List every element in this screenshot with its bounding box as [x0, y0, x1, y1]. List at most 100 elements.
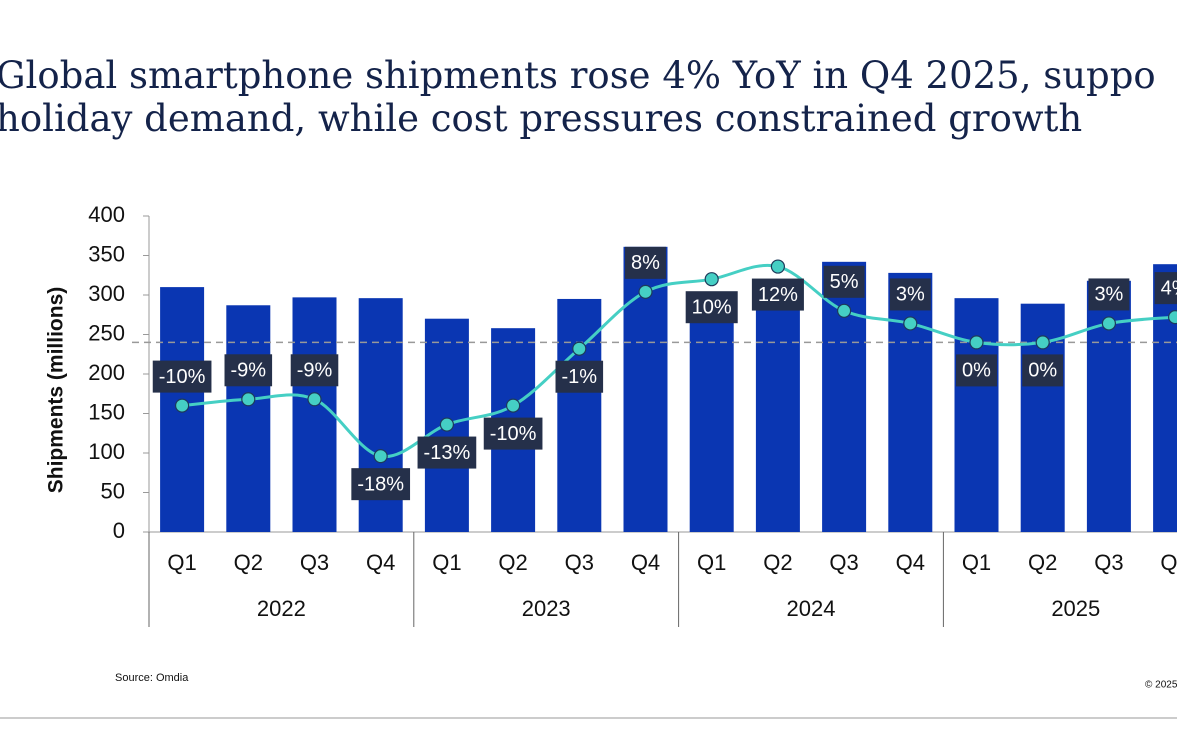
- group-label: 2022: [257, 596, 306, 621]
- growth-point: [439, 417, 454, 432]
- chart-title: holiday demand, while cost pressures con…: [0, 97, 1082, 140]
- group-label: 2024: [787, 596, 836, 621]
- data-label-text: -13%: [424, 442, 471, 464]
- data-label: 12%: [751, 278, 804, 311]
- data-label-text: -18%: [357, 473, 404, 495]
- data-label-box: [956, 354, 997, 387]
- data-label-box: [751, 278, 804, 311]
- growth-point: [572, 341, 587, 356]
- x-tick-label: Q1: [697, 550, 726, 575]
- data-label: 0%: [956, 354, 997, 387]
- data-label-box: [625, 246, 666, 279]
- y-tick-label: 250: [88, 320, 125, 345]
- growth-point: [505, 398, 521, 413]
- bar: [292, 297, 337, 532]
- x-tick-label: Q2: [498, 550, 527, 575]
- growth-point: [704, 272, 719, 287]
- x-tick-label: Q4: [1160, 550, 1177, 575]
- data-label-box: [483, 417, 543, 450]
- y-tick-label: 0: [113, 518, 125, 543]
- x-tick-label: Q1: [962, 550, 991, 575]
- data-label: 3%: [889, 278, 931, 311]
- data-label: -10%: [483, 417, 543, 450]
- data-label-box: [152, 360, 212, 393]
- growth-point: [373, 449, 388, 464]
- growth-point: [175, 398, 190, 413]
- data-label-box: [555, 360, 604, 393]
- data-label-text: -9%: [231, 360, 267, 382]
- x-tick-label: Q2: [1028, 550, 1057, 575]
- data-label: -13%: [417, 436, 477, 469]
- data-label-box: [290, 354, 339, 387]
- x-tick-label: Q1: [432, 550, 461, 575]
- x-tick-label: Q3: [565, 550, 594, 575]
- growth-point: [770, 259, 786, 274]
- data-label: -18%: [351, 468, 411, 501]
- y-tick-label: 150: [88, 399, 125, 424]
- data-label-box: [823, 265, 865, 298]
- growth-point: [969, 335, 984, 350]
- data-label-box: [1154, 272, 1177, 305]
- data-label-text: 12%: [758, 284, 798, 306]
- data-label: 4%: [1154, 272, 1177, 305]
- data-label: 10%: [685, 291, 738, 324]
- x-tick-label: Q3: [300, 550, 329, 575]
- y-tick-label: 50: [101, 478, 125, 503]
- data-label-text: -1%: [562, 366, 598, 388]
- x-tick-label: Q3: [829, 550, 858, 575]
- data-label-text: 5%: [830, 271, 859, 293]
- bar: [888, 272, 933, 532]
- growth-point: [836, 303, 852, 318]
- data-label-box: [351, 468, 411, 501]
- data-label-box: [889, 278, 931, 311]
- bar: [557, 298, 602, 532]
- x-tick-label: Q4: [896, 550, 925, 575]
- data-label-text: 10%: [692, 296, 732, 318]
- y-tick-label: 300: [88, 281, 125, 306]
- data-label: -1%: [555, 360, 604, 393]
- growth-point: [1035, 335, 1050, 350]
- growth-point: [307, 392, 322, 407]
- y-tick-label: 350: [88, 241, 125, 266]
- growth-point: [903, 316, 918, 331]
- x-tick-label: Q3: [1094, 550, 1123, 575]
- data-label-text: -10%: [159, 366, 206, 388]
- bar: [226, 305, 271, 532]
- bar: [1153, 264, 1177, 532]
- source: Source: Omdia: [115, 672, 189, 684]
- data-label-text: -10%: [490, 423, 537, 445]
- y-axis-label: Shipments (millions): [45, 287, 68, 494]
- growth-point: [1101, 316, 1117, 331]
- group-label: 2025: [1051, 596, 1100, 621]
- growth-line: [181, 263, 1176, 459]
- x-tick-label: Q4: [366, 550, 395, 575]
- data-label: -9%: [224, 354, 273, 387]
- growth-point: [1168, 310, 1177, 325]
- data-label: 0%: [1022, 354, 1064, 387]
- bar: [689, 298, 734, 532]
- data-label-text: 0%: [962, 360, 991, 382]
- copyright: © 2025: [1145, 680, 1177, 691]
- data-label-box: [1088, 278, 1130, 311]
- x-tick-label: Q1: [167, 550, 196, 575]
- group-label: 2023: [522, 596, 571, 621]
- data-label: 5%: [823, 265, 865, 298]
- bar: [954, 298, 999, 532]
- x-tick-label: Q2: [234, 550, 263, 575]
- data-label: 3%: [1088, 278, 1130, 311]
- x-tick-label: Q2: [763, 550, 792, 575]
- bar: [755, 303, 800, 532]
- growth-point: [241, 392, 256, 407]
- data-label-text: 3%: [1094, 284, 1123, 306]
- data-label-text: 4%: [1161, 277, 1177, 299]
- data-label: -9%: [290, 354, 339, 387]
- data-label-text: 8%: [631, 252, 660, 274]
- data-label-box: [417, 436, 477, 469]
- data-label-box: [685, 291, 738, 324]
- data-label-box: [1022, 354, 1064, 387]
- y-tick-label: 400: [88, 202, 125, 227]
- data-label-text: 3%: [896, 284, 925, 306]
- data-label-text: 0%: [1028, 360, 1057, 382]
- growth-point: [638, 284, 653, 299]
